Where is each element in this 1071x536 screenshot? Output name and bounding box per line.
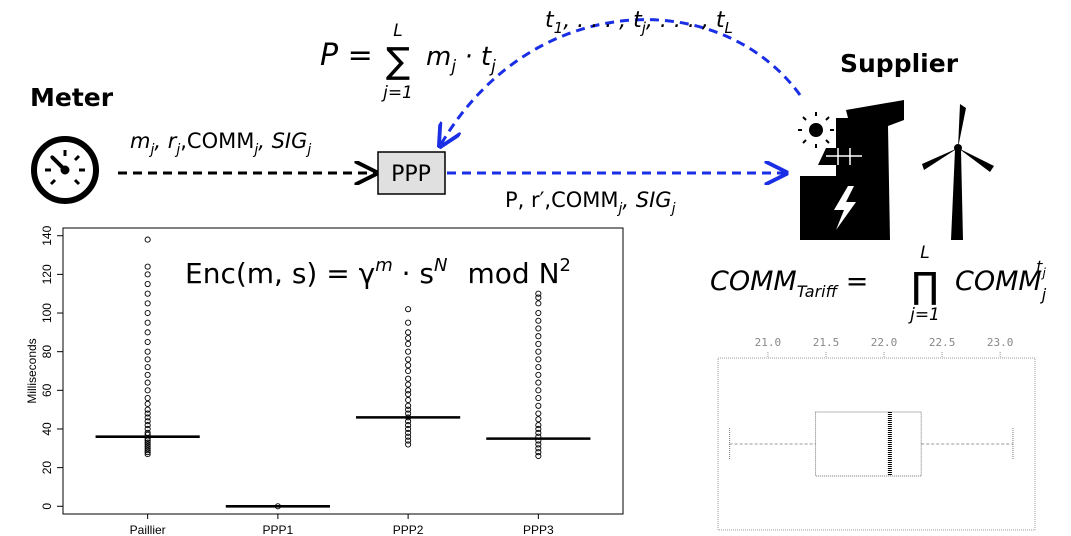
point <box>145 349 150 354</box>
point <box>536 310 541 315</box>
point <box>406 336 411 341</box>
y-tick-label: 80 <box>40 345 54 359</box>
point <box>145 401 150 406</box>
point <box>145 281 150 286</box>
y-tick-label: 140 <box>40 225 54 245</box>
point <box>536 318 541 323</box>
point <box>406 403 411 408</box>
x-tick-label: Paillier <box>130 523 166 536</box>
point <box>145 372 150 377</box>
point <box>145 301 150 306</box>
supplier-title: Supplier <box>840 49 959 78</box>
point <box>145 357 150 362</box>
factory-icon <box>798 100 994 240</box>
point <box>406 320 411 325</box>
formula: t1, . . . , tj, . . . , tL <box>545 8 733 37</box>
formula: P, r′,COMMj, SIGj <box>505 188 676 217</box>
formula: ∏ <box>911 266 938 307</box>
point <box>536 326 541 331</box>
x-tick-label: 22.0 <box>871 336 898 349</box>
arrow <box>440 20 800 146</box>
point <box>536 349 541 354</box>
point <box>406 376 411 381</box>
y-tick-label: 20 <box>40 461 54 475</box>
point <box>406 388 411 393</box>
y-tick-label: 100 <box>40 303 54 323</box>
ppp-label: PPP <box>391 162 431 187</box>
diagram: Meter PPP P = ∑ L j=1 mj · tj t1, . . . … <box>0 0 1071 536</box>
point <box>406 349 411 354</box>
point <box>406 368 411 373</box>
x-tick-label: PPP3 <box>523 523 554 536</box>
point <box>406 341 411 346</box>
point <box>536 403 541 408</box>
point <box>145 380 150 385</box>
point <box>145 330 150 335</box>
point <box>536 388 541 393</box>
point <box>536 395 541 400</box>
point <box>536 291 541 296</box>
formula: COMMjtj <box>955 257 1047 304</box>
point <box>145 310 150 315</box>
point <box>145 291 150 296</box>
point <box>406 330 411 335</box>
y-tick-label: 120 <box>40 264 54 284</box>
box <box>816 412 922 476</box>
formula: mj, rj,COMMj, SIGj <box>130 129 311 158</box>
point <box>145 339 150 344</box>
formula: P = <box>320 38 373 73</box>
point <box>406 382 411 387</box>
formula: j=1 <box>908 305 940 325</box>
point <box>536 357 541 362</box>
point <box>145 388 150 393</box>
point <box>145 407 150 412</box>
y-tick-label: 40 <box>40 422 54 436</box>
x-tick-label: 22.5 <box>929 336 956 349</box>
formula: L <box>920 243 929 263</box>
point <box>145 237 150 242</box>
x-tick-label: 21.0 <box>755 336 782 349</box>
x-tick-label: 23.0 <box>987 336 1014 349</box>
meter-icon <box>34 139 96 201</box>
point <box>406 307 411 312</box>
point <box>536 372 541 377</box>
point <box>536 411 541 416</box>
point <box>145 320 150 325</box>
point <box>536 341 541 346</box>
point <box>145 272 150 277</box>
point <box>406 357 411 362</box>
point <box>536 365 541 370</box>
y-tick-label: 0 <box>40 503 54 510</box>
formula: j=1 <box>381 83 413 103</box>
formula: mj · tj <box>426 42 496 77</box>
point <box>145 395 150 400</box>
point <box>145 365 150 370</box>
point <box>536 423 541 428</box>
point <box>536 380 541 385</box>
point <box>145 264 150 269</box>
x-tick-label: 21.5 <box>813 336 840 349</box>
point <box>406 363 411 368</box>
point <box>536 301 541 306</box>
y-axis-label: Milliseconds <box>25 338 39 403</box>
point <box>536 334 541 339</box>
x-tick-label: PPP2 <box>393 523 424 536</box>
formula: ∑ <box>386 41 410 82</box>
y-tick-label: 60 <box>40 383 54 397</box>
formula: COMMTariff = <box>710 266 868 301</box>
point <box>406 397 411 402</box>
x-tick-label: PPP1 <box>263 523 294 536</box>
point <box>536 417 541 422</box>
meter-title: Meter <box>30 83 114 112</box>
formula: L <box>393 21 402 41</box>
